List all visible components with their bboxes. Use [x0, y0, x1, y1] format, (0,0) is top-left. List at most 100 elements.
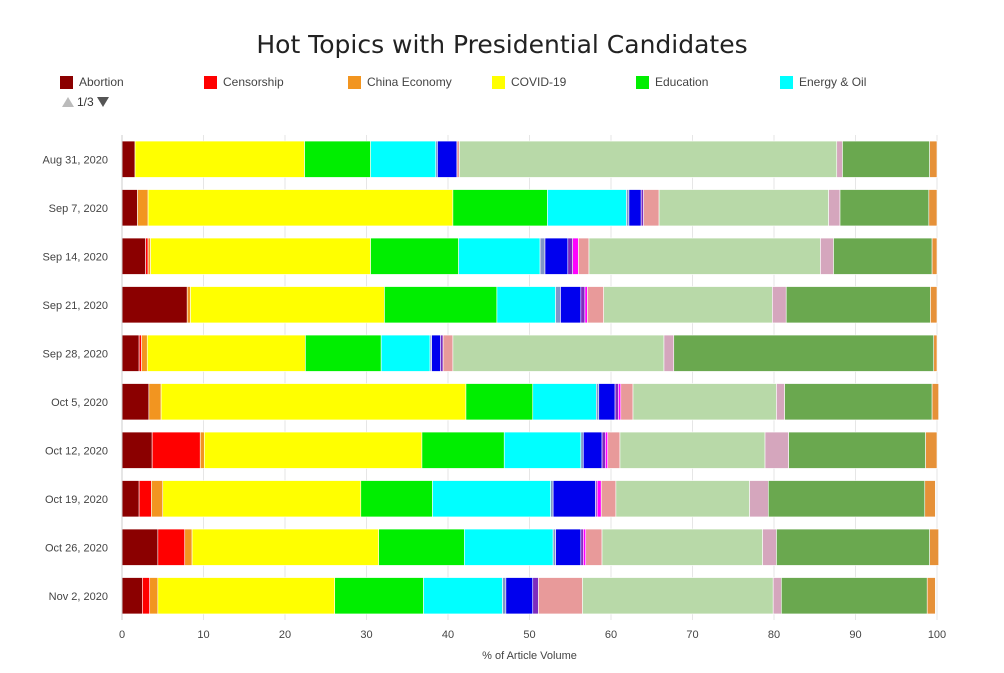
bar-segment: [929, 528, 939, 566]
bar-segment: [933, 334, 938, 372]
bar-segment: [615, 480, 750, 518]
bar-segment: [421, 431, 505, 469]
bar-segment: [121, 140, 136, 178]
bar-segment: [370, 237, 459, 275]
bar-segment: [582, 528, 587, 566]
bar-segment: [582, 431, 603, 469]
bar-segment: [587, 286, 604, 324]
y-tick-label: Sep 7, 2020: [49, 203, 108, 215]
x-axis-title: % of Article Volume: [482, 650, 577, 662]
legend-item-censorship[interactable]: Censorship: [204, 72, 284, 92]
bar-segment: [437, 140, 458, 178]
legend-item-education[interactable]: Education: [636, 72, 708, 92]
bar-segment: [151, 480, 164, 518]
legend-label: Education: [655, 75, 709, 89]
x-tick-label: 60: [605, 629, 617, 641]
bar-segment: [776, 528, 930, 566]
bar-segment: [138, 480, 152, 518]
bar-segment: [502, 577, 507, 615]
bar-segment: [186, 286, 191, 324]
legend-label: China Economy: [367, 75, 452, 89]
legend-swatch: [204, 75, 217, 89]
bar-segment: [781, 577, 928, 615]
page-up-icon[interactable]: [62, 97, 74, 107]
bar-segment: [772, 286, 787, 324]
bar-segment: [604, 431, 609, 469]
bar-segment: [384, 286, 498, 324]
bar-segment: [431, 334, 441, 372]
bar-segment: [204, 431, 423, 469]
bar-segment: [619, 431, 766, 469]
bar-segment: [842, 140, 930, 178]
bar-segment: [924, 480, 936, 518]
bar-segment: [149, 577, 159, 615]
chart-title: Hot Topics with Presidential Candidates: [256, 30, 748, 59]
legend-swatch: [492, 75, 505, 89]
axes: 0 10 20 30 40 50 60 70 80 90 100 Aug 31, 2020 Sep 7,…: [43, 135, 946, 662]
bar-segment: [582, 577, 774, 615]
bar-segment: [538, 577, 583, 615]
bar-segment: [459, 140, 838, 178]
bar-segment: [157, 528, 186, 566]
x-tick-label: 50: [523, 629, 535, 641]
bar-segment: [148, 383, 162, 421]
legend-item-energy-oil[interactable]: Energy & Oil: [780, 72, 866, 92]
bar-segment: [199, 431, 205, 469]
bar-segment: [929, 140, 938, 178]
bar-segment: [147, 189, 454, 227]
bar-segment: [925, 431, 938, 469]
bar-segment: [442, 334, 454, 372]
pager-label: 1/3: [77, 95, 94, 109]
y-tick-label: Oct 12, 2020: [45, 445, 108, 457]
bar-segment: [134, 140, 305, 178]
y-tick-label: Sep 21, 2020: [43, 300, 108, 312]
bar-segment: [928, 189, 938, 227]
bar-segment: [620, 383, 634, 421]
legend-label: Energy & Oil: [799, 75, 867, 89]
x-tick-label: 40: [442, 629, 454, 641]
bar-segment: [552, 528, 556, 566]
page-down-icon[interactable]: [96, 97, 109, 107]
legend-item-china-economy[interactable]: China Economy: [348, 72, 452, 92]
bar-segment: [588, 237, 821, 275]
bar-segment: [463, 528, 554, 566]
bar-segment: [162, 480, 362, 518]
bar-segment: [628, 189, 642, 227]
bar-segment: [673, 334, 935, 372]
legend-label: COVID-19: [511, 75, 567, 89]
bar-segment: [560, 286, 582, 324]
bar-segment: [626, 189, 630, 227]
legend-item-abortion[interactable]: Abortion: [60, 72, 124, 92]
bar-segment: [614, 383, 619, 421]
y-tick-label: Oct 5, 2020: [51, 397, 108, 409]
bar-segment: [146, 334, 306, 372]
bar-segment: [334, 577, 424, 615]
x-tick-label: 30: [360, 629, 372, 641]
bar-segment: [496, 286, 556, 324]
bar-segment: [121, 334, 140, 372]
legend-swatch: [780, 75, 793, 89]
bar-segment: [432, 480, 551, 518]
bar-segment: [603, 286, 773, 324]
bar-segment: [370, 140, 437, 178]
bar-segment: [465, 383, 534, 421]
bar-segment: [931, 237, 938, 275]
bar-segment: [555, 286, 561, 324]
bar-segment: [658, 189, 829, 227]
bar-segment: [632, 383, 777, 421]
bar-segment: [360, 480, 433, 518]
bar-segment: [121, 528, 159, 566]
bar-segment: [547, 189, 627, 227]
bar-segment: [572, 237, 579, 275]
bar-segment: [147, 237, 151, 275]
legend-item-covid-19[interactable]: COVID-19: [492, 72, 566, 92]
legend-label: Abortion: [79, 75, 124, 89]
legend-swatch: [348, 75, 361, 89]
bar-segment: [836, 140, 843, 178]
bar-segment: [532, 577, 539, 615]
bar-segment: [160, 383, 467, 421]
bar-segment: [828, 189, 841, 227]
bar-segment: [784, 383, 933, 421]
x-tick-label: 0: [119, 629, 125, 641]
